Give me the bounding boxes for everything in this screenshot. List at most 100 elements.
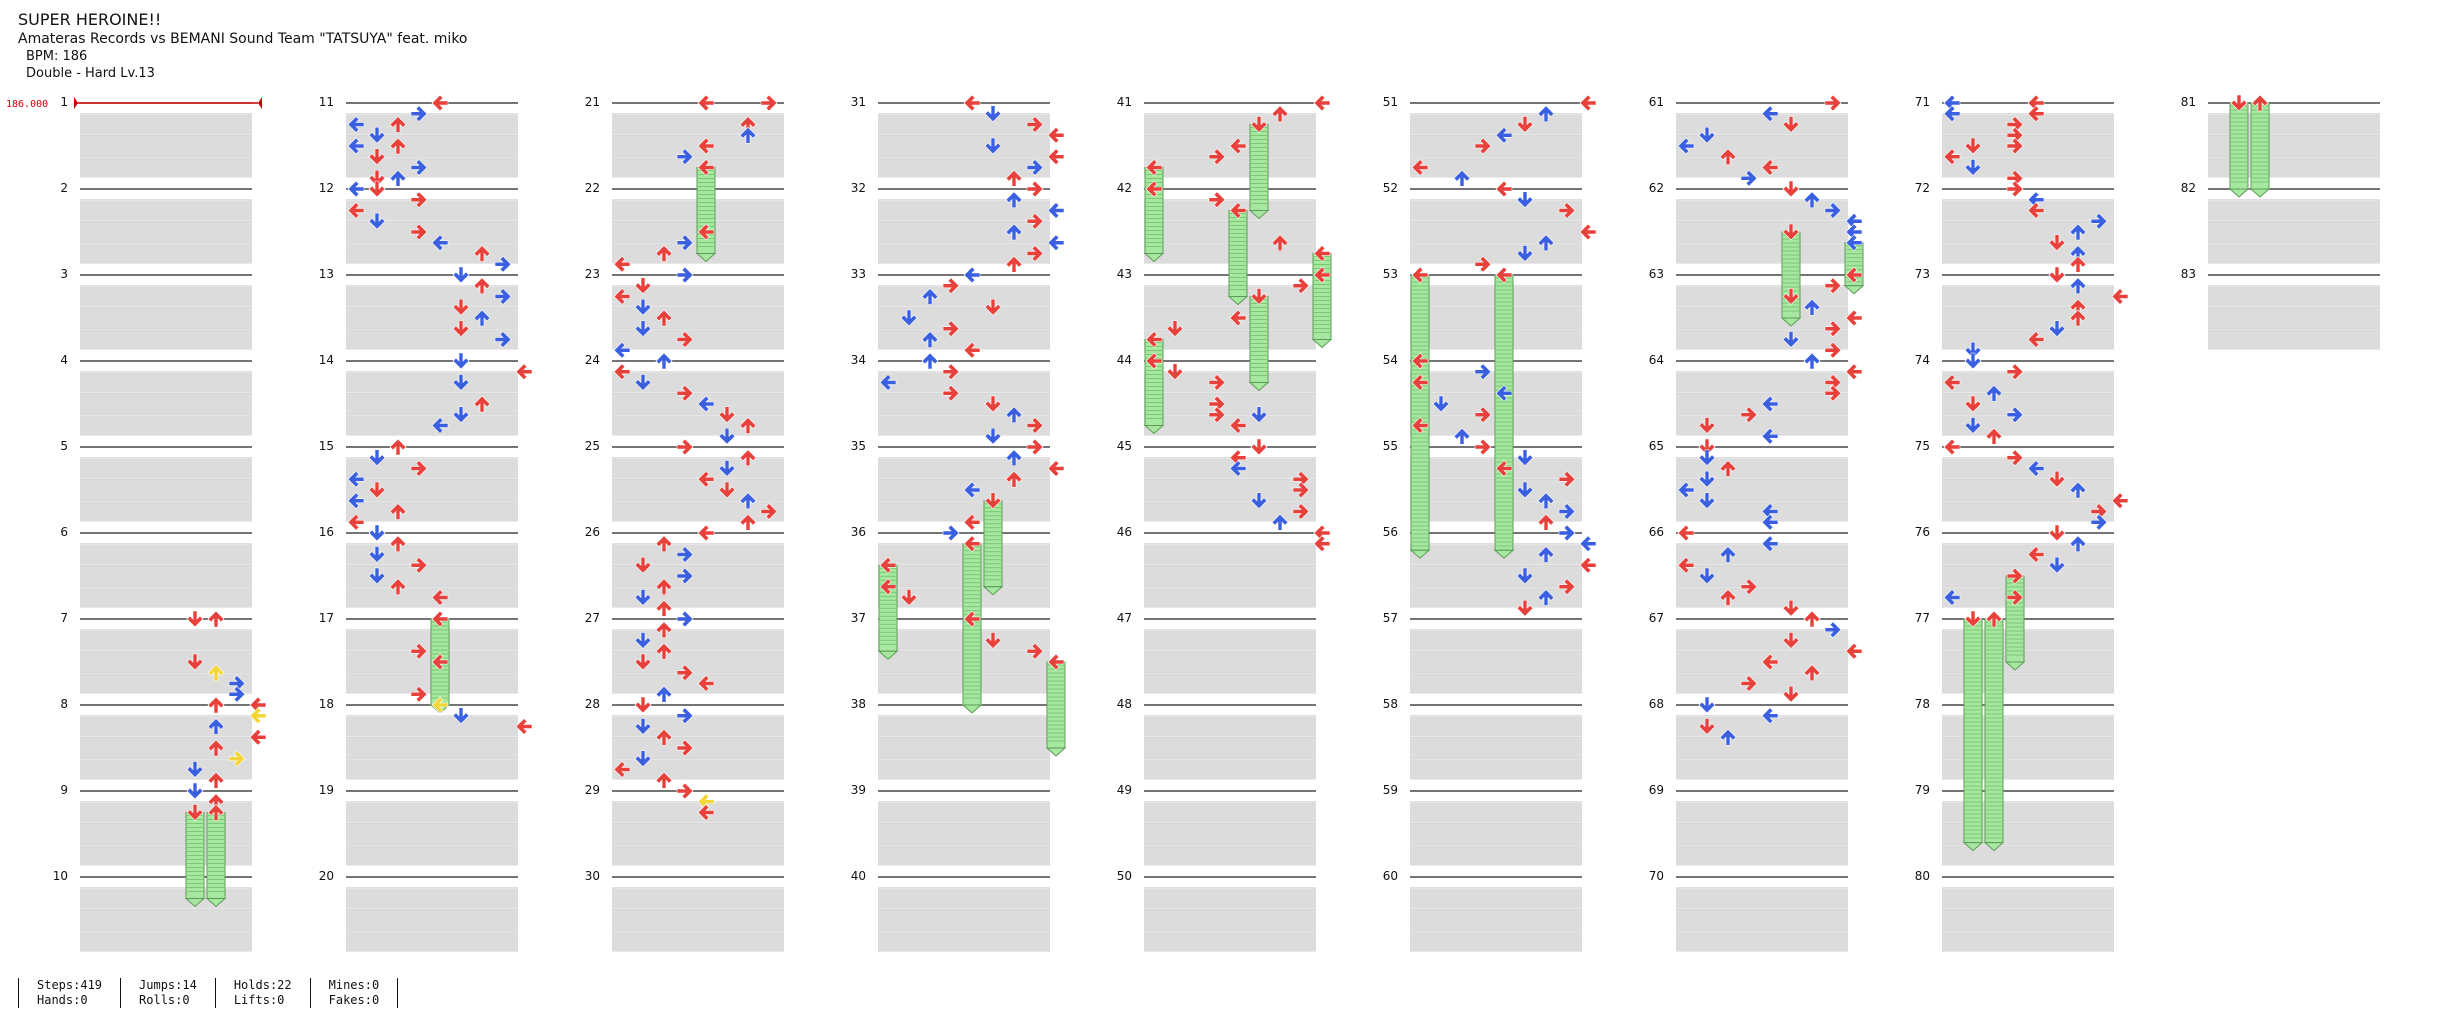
beat-band xyxy=(346,716,518,737)
arrow-down-icon xyxy=(1516,567,1534,585)
arrow-right-icon xyxy=(942,277,960,295)
arrow-left-icon xyxy=(1495,266,1513,284)
arrow-right-icon xyxy=(228,685,246,703)
measure-number: 45 xyxy=(1117,439,1132,453)
note xyxy=(1411,159,1429,176)
arrow-right-icon xyxy=(676,234,694,252)
note xyxy=(655,599,673,617)
arrow-up-icon xyxy=(2069,223,2087,241)
note xyxy=(431,234,449,252)
note xyxy=(2048,556,2066,574)
measure-number: 2 xyxy=(60,181,68,195)
beat-band xyxy=(1676,823,1848,845)
measure-number: 62 xyxy=(1649,181,1664,195)
note xyxy=(1271,513,1289,531)
arrow-left-icon xyxy=(1047,653,1065,671)
arrow-left-icon xyxy=(431,94,449,112)
note xyxy=(634,556,652,574)
measure-number: 37 xyxy=(851,611,866,625)
measure-number: 27 xyxy=(585,611,600,625)
measure-number: 36 xyxy=(851,525,866,539)
beat-band xyxy=(878,157,1050,178)
note xyxy=(249,707,267,725)
note xyxy=(1516,245,1534,262)
beat-band xyxy=(1676,630,1848,651)
note xyxy=(963,266,981,284)
note xyxy=(1579,94,1597,112)
arrow-up-icon xyxy=(207,610,225,628)
arrow-down-icon xyxy=(1516,599,1534,617)
measure-number: 32 xyxy=(851,181,866,195)
measure-number: 7 xyxy=(60,611,68,625)
arrow-up-icon xyxy=(1005,449,1023,467)
arrow-right-icon xyxy=(2006,363,2024,381)
beat-band xyxy=(1676,931,1848,952)
note xyxy=(676,331,694,348)
note xyxy=(1047,460,1065,477)
arrow-down-icon xyxy=(634,632,652,649)
arrow-down-icon xyxy=(186,804,204,821)
note xyxy=(1516,116,1534,133)
note xyxy=(613,288,631,305)
beat-band xyxy=(1144,501,1316,522)
arrow-down-icon xyxy=(984,395,1002,413)
note xyxy=(1250,492,1268,510)
beat-band xyxy=(1676,286,1848,307)
beat-band xyxy=(1942,931,2114,952)
beat-band xyxy=(346,135,518,157)
beat-band xyxy=(1410,888,1582,909)
arrow-down-icon xyxy=(2048,320,2066,338)
arrow-down-icon xyxy=(1250,288,1268,305)
beat-band xyxy=(612,759,784,780)
measure-number: 60 xyxy=(1383,869,1398,883)
note xyxy=(1964,341,1982,359)
arrow-up-icon xyxy=(473,309,491,327)
note xyxy=(2027,460,2045,477)
note xyxy=(228,750,246,768)
note xyxy=(1411,352,1429,370)
arrow-right-icon xyxy=(676,739,694,757)
note xyxy=(676,438,694,456)
measure-number: 40 xyxy=(851,869,866,883)
note xyxy=(655,352,673,370)
arrow-left-icon xyxy=(1677,137,1695,155)
beat-band xyxy=(612,587,784,608)
beat-band xyxy=(80,587,252,608)
beat-band xyxy=(346,307,518,329)
beat-band xyxy=(612,565,784,587)
beat-band xyxy=(612,630,784,651)
note xyxy=(1166,320,1184,338)
beat-band xyxy=(612,737,784,759)
measure-number: 76 xyxy=(1915,525,1930,539)
note xyxy=(921,352,939,370)
note xyxy=(942,363,960,381)
measure-number: 9 xyxy=(60,783,68,797)
beat-band xyxy=(80,651,252,673)
note xyxy=(347,116,365,133)
note xyxy=(1782,180,1800,198)
note xyxy=(186,761,204,778)
arrow-left-icon xyxy=(431,610,449,628)
measure-number: 21 xyxy=(585,95,600,109)
beat-band xyxy=(1942,565,2114,587)
note xyxy=(1698,492,1716,510)
note xyxy=(2069,535,2087,553)
note xyxy=(695,159,717,263)
arrow-left-icon xyxy=(347,492,365,510)
beat-band xyxy=(612,415,784,436)
measure-number: 58 xyxy=(1383,697,1398,711)
measure-number: 23 xyxy=(585,267,600,281)
stat-holds: Holds:22 xyxy=(233,978,292,992)
note xyxy=(1782,599,1800,617)
hold-tail-icon xyxy=(2249,188,2271,198)
arrow-right-icon xyxy=(494,288,512,305)
arrow-left-icon xyxy=(1943,589,1961,606)
arrow-up-icon xyxy=(739,126,757,144)
note xyxy=(1537,492,1555,510)
note xyxy=(921,288,939,305)
note xyxy=(697,94,715,112)
measure-number: 10 xyxy=(53,869,68,883)
arrow-right-icon xyxy=(2090,212,2108,230)
arrow-up-icon xyxy=(389,116,407,133)
note xyxy=(347,492,365,510)
